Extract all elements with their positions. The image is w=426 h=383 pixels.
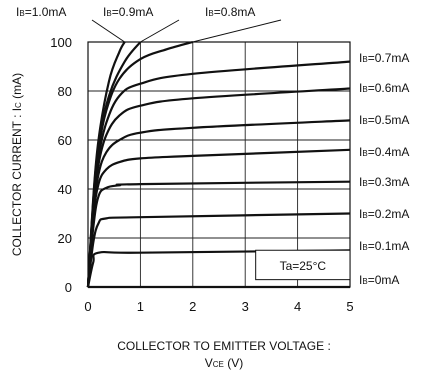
y-axis-label: COLLECTOR CURRENT : IC (mA) <box>10 73 24 256</box>
x-axis-label-symbol: V <box>205 356 213 370</box>
series-label: IB=1.0mA <box>16 5 66 19</box>
y-tick-label: 20 <box>58 231 72 246</box>
series-label: IB=0.6mA <box>359 81 409 95</box>
x-tick-label: 1 <box>137 299 144 314</box>
y-tick-label: 0 <box>65 280 72 295</box>
y-tick-label: 100 <box>50 35 72 50</box>
x-ticks: 0 1 2 3 4 5 <box>84 299 353 314</box>
y-tick-label: 40 <box>58 182 72 197</box>
label-leader-line <box>91 19 125 43</box>
x-axis-label-subscript: CE <box>213 360 224 369</box>
series-label: IB=0.1mA <box>359 239 409 253</box>
y-ticks: 0 20 40 60 80 100 <box>50 35 72 295</box>
y-tick-label: 80 <box>58 84 72 99</box>
annotation-text: Ta=25°C <box>280 259 327 273</box>
series-label: IB=0.7mA <box>359 51 409 65</box>
series-label: IB=0.5mA <box>359 113 409 127</box>
x-tick-label: 5 <box>346 299 353 314</box>
series-label: IB=0.3mA <box>359 175 409 189</box>
label-leader-line <box>187 19 282 44</box>
x-tick-label: 0 <box>84 299 91 314</box>
series-line-ib-0-2ma <box>86 212 351 288</box>
y-axis-label-main: COLLECTOR CURRENT : I <box>10 108 24 256</box>
x-axis-label-line1: COLLECTOR TO EMITTER VOLTAGE : <box>117 339 331 353</box>
y-axis-label-subscript: C <box>14 102 23 108</box>
x-axis-label-unit: (V) <box>224 356 243 370</box>
x-tick-label: 2 <box>189 299 196 314</box>
series-label: IB=0.4mA <box>359 145 409 159</box>
series-labels: IB=0mA IB=0.1mA IB=0.2mA IB=0.3mA IB=0.4mA IB… <box>16 5 409 287</box>
series-label: IB=0.9mA <box>103 5 153 19</box>
label-leader-line <box>140 19 180 43</box>
x-tick-label: 4 <box>294 299 301 314</box>
x-axis-label-line2: VCE (V) <box>205 356 243 370</box>
curves <box>86 40 351 289</box>
series-label: IB=0mA <box>359 273 399 287</box>
y-tick-label: 60 <box>58 133 72 148</box>
series-label: IB=0.8mA <box>205 5 255 19</box>
y-axis-label-unit: (mA) <box>10 73 24 102</box>
series-line-ib-1-0ma <box>86 41 126 288</box>
series-label: IB=0.2mA <box>359 207 409 221</box>
x-tick-label: 3 <box>242 299 249 314</box>
annotation-box: Ta=25°C <box>255 249 351 281</box>
annotation-frame <box>255 249 351 281</box>
